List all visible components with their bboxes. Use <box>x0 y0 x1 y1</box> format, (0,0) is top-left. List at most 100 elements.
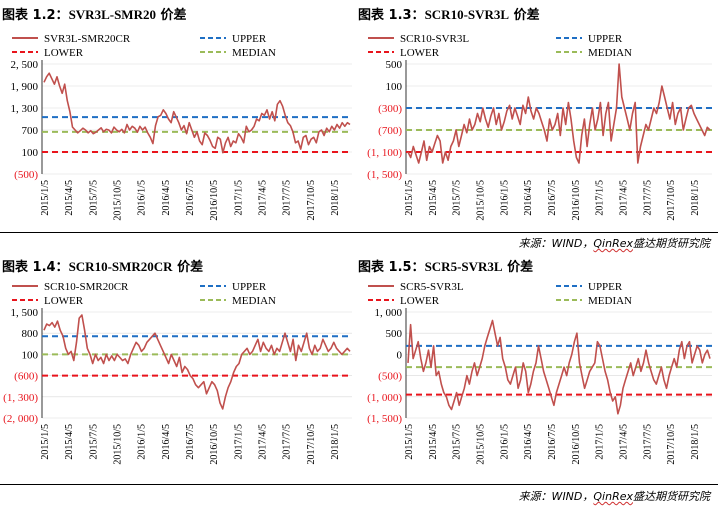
legend-label-lower: LOWER <box>44 47 84 59</box>
y-tick-label: (1, 500) <box>367 169 402 181</box>
x-tick-label: 2015/4/5 <box>64 180 75 216</box>
x-tick-label: 2017/1/5 <box>595 180 606 216</box>
x-tick-label: 2016/4/5 <box>161 180 172 216</box>
x-tick-label: 2016/7/5 <box>547 424 558 460</box>
x-tick-label: 2017/1/5 <box>595 424 606 460</box>
chart-panel-scr10-svr3l: 图表 1.3：SCR10-SVR3L 价差 SCR10-SVR3L UPPER LO… <box>356 4 718 242</box>
series-line <box>43 314 351 410</box>
chart-panel-scr5-svr3l: 图表 1.5：SCR5-SVR3L 价差 SCR5-SVR3L UPPER LOWE… <box>356 256 718 488</box>
y-tick-label: (1, 300) <box>3 392 38 404</box>
x-tick-label: 2017/10/5 <box>666 424 677 465</box>
y-tick-label: (300) <box>378 103 402 115</box>
x-tick-label: 2016/1/5 <box>137 180 148 216</box>
y-tick-label: (500) <box>378 371 402 383</box>
legend-label-upper: UPPER <box>588 33 623 45</box>
y-tick-label: (500) <box>14 169 38 181</box>
x-tick-label: 2015/7/5 <box>88 424 99 460</box>
source-suffix: 盛达期货研究院 <box>633 237 710 250</box>
legend-label-median: MEDIAN <box>232 47 276 59</box>
x-tick-label: 2015/10/5 <box>113 180 124 221</box>
panel-title: 图表 1.4：SCR10-SMR20CR 价差 <box>2 256 203 275</box>
series-line <box>407 319 711 415</box>
x-tick-label: 2015/4/5 <box>428 180 439 216</box>
x-tick-label: 2018/1/5 <box>330 180 341 216</box>
title-prefix: 图表 1.2： <box>2 8 69 23</box>
x-tick-label: 2015/7/5 <box>88 180 99 216</box>
source-brand: QinRex <box>593 490 633 503</box>
legend-label-lower: LOWER <box>400 295 440 307</box>
title-code: SCR10-SMR20CR <box>68 259 173 274</box>
y-tick-label: 100 <box>22 349 39 361</box>
y-tick-label: (1, 100) <box>367 147 402 159</box>
source-prefix: 来源：WIND， <box>518 490 594 503</box>
x-tick-label: 2017/7/5 <box>642 424 653 460</box>
chart-panel-scr10-smr20cr: 图表 1.4：SCR10-SMR20CR 价差 SCR10-SMR20CR UPP… <box>0 256 358 488</box>
title-suffix: 价差 <box>155 8 187 23</box>
x-tick-label: 2017/10/5 <box>306 180 317 221</box>
panel-title: 图表 1.3：SCR10-SVR3L 价差 <box>358 4 540 23</box>
title-code: SCR10-SVR3L <box>424 7 510 22</box>
panel-title: 图表 1.5：SCR5-SVR3L 价差 <box>358 256 533 275</box>
x-tick-label: 2015/1/5 <box>404 180 415 216</box>
title-prefix: 图表 1.5： <box>358 260 425 275</box>
y-tick-label: 800 <box>22 328 39 340</box>
x-tick-label: 2017/1/5 <box>233 180 244 216</box>
chart-panel-svr3l-smr20: 图表 1.2：SVR3L-SMR20 价差 SVR3L-SMR20CR UPPER… <box>0 4 358 242</box>
x-tick-label: 2016/4/5 <box>161 424 172 460</box>
x-tick-label: 2015/4/5 <box>64 424 75 460</box>
source-suffix: 盛达期货研究院 <box>633 490 710 503</box>
source-brand: QinRex <box>593 237 633 250</box>
series-line <box>43 72 351 154</box>
x-tick-label: 2016/4/5 <box>523 180 534 216</box>
legend-label-median: MEDIAN <box>232 295 276 307</box>
x-tick-label: 2015/7/5 <box>452 180 463 216</box>
y-tick-label: 700 <box>22 125 39 137</box>
y-tick-label: 2, 500 <box>11 59 39 71</box>
x-tick-label: 2015/10/5 <box>476 424 487 465</box>
legend-label-lower: LOWER <box>44 295 84 307</box>
x-tick-label: 2017/4/5 <box>619 424 630 460</box>
line-chart: SCR10-SVR3L UPPER LOWER MEDIAN 500 100 (300) (7… <box>367 33 712 221</box>
x-tick-label: 2017/4/5 <box>619 180 630 216</box>
y-tick-label: 500 <box>386 59 403 71</box>
title-suffix: 价差 <box>509 8 540 23</box>
y-tick-label: 100 <box>22 147 39 159</box>
x-tick-label: 2017/4/5 <box>258 180 269 216</box>
title-prefix: 图表 1.3： <box>358 8 425 23</box>
legend-label-upper: UPPER <box>588 281 623 293</box>
source-note: 来源：WIND，QinRex盛达期货研究院 <box>519 488 710 504</box>
y-tick-label: 1, 900 <box>11 81 39 93</box>
x-tick-label: 2015/1/5 <box>40 424 51 460</box>
y-tick-label: 1, 300 <box>11 103 39 115</box>
y-tick-label: 500 <box>386 328 403 340</box>
legend-label-series: SCR5-SVR3L <box>400 281 464 293</box>
x-tick-label: 2018/1/5 <box>690 180 701 216</box>
legend-label-median: MEDIAN <box>588 295 632 307</box>
legend-label-median: MEDIAN <box>588 47 632 59</box>
x-tick-label: 2016/1/5 <box>499 180 510 216</box>
series-line <box>407 63 711 164</box>
title-suffix: 价差 <box>172 260 204 275</box>
line-chart: SCR10-SMR20CR UPPER LOWER MEDIAN 1, 500 800 10… <box>3 281 352 465</box>
legend-label-series: SVR3L-SMR20CR <box>44 33 131 45</box>
x-tick-label: 2016/7/5 <box>547 180 558 216</box>
y-tick-label: (600) <box>14 371 38 383</box>
x-tick-label: 2017/7/5 <box>282 180 293 216</box>
x-tick-label: 2016/1/5 <box>499 424 510 460</box>
y-tick-label: (1, 500) <box>367 413 402 425</box>
x-tick-label: 2016/7/5 <box>185 424 196 460</box>
x-tick-label: 2017/7/5 <box>642 180 653 216</box>
y-tick-label: 1, 500 <box>11 307 39 319</box>
x-tick-label: 2017/4/5 <box>258 424 269 460</box>
x-tick-label: 2016/10/5 <box>571 180 582 221</box>
title-prefix: 图表 1.4： <box>2 260 69 275</box>
x-tick-label: 2016/7/5 <box>185 180 196 216</box>
x-tick-label: 2015/4/5 <box>428 424 439 460</box>
x-tick-label: 2017/10/5 <box>666 180 677 221</box>
x-tick-label: 2016/10/5 <box>209 424 220 465</box>
y-tick-label: (700) <box>378 125 402 137</box>
x-tick-label: 2017/1/5 <box>233 424 244 460</box>
legend-label-series: SCR10-SVR3L <box>400 33 469 45</box>
x-tick-label: 2018/1/5 <box>330 424 341 460</box>
line-chart: SCR5-SVR3L UPPER LOWER MEDIAN 1, 000 500 0 (500… <box>367 281 712 465</box>
